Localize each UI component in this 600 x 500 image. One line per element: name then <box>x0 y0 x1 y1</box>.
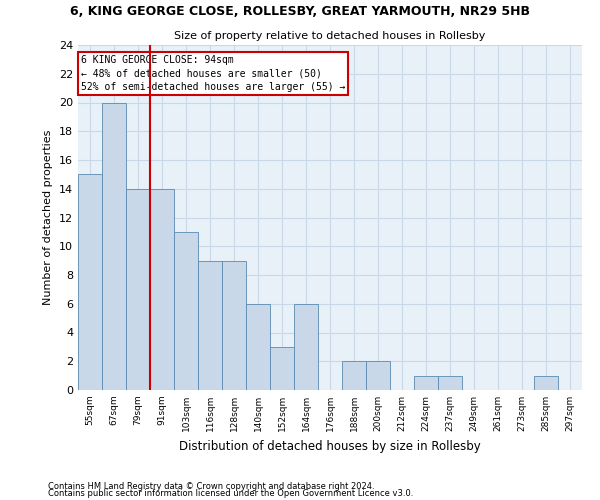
Bar <box>78 174 102 390</box>
Bar <box>342 361 366 390</box>
Bar <box>198 260 222 390</box>
Text: 6 KING GEORGE CLOSE: 94sqm
← 48% of detached houses are smaller (50)
52% of semi: 6 KING GEORGE CLOSE: 94sqm ← 48% of deta… <box>80 56 345 92</box>
Bar <box>246 304 270 390</box>
X-axis label: Distribution of detached houses by size in Rollesby: Distribution of detached houses by size … <box>179 440 481 452</box>
Bar <box>438 376 462 390</box>
Bar <box>294 304 318 390</box>
Bar <box>414 376 438 390</box>
Bar <box>126 188 150 390</box>
Title: Size of property relative to detached houses in Rollesby: Size of property relative to detached ho… <box>175 32 485 42</box>
Bar <box>150 188 174 390</box>
Text: Contains public sector information licensed under the Open Government Licence v3: Contains public sector information licen… <box>48 489 413 498</box>
Text: Contains HM Land Registry data © Crown copyright and database right 2024.: Contains HM Land Registry data © Crown c… <box>48 482 374 491</box>
Y-axis label: Number of detached properties: Number of detached properties <box>43 130 53 305</box>
Bar <box>270 347 294 390</box>
Text: 6, KING GEORGE CLOSE, ROLLESBY, GREAT YARMOUTH, NR29 5HB: 6, KING GEORGE CLOSE, ROLLESBY, GREAT YA… <box>70 5 530 18</box>
Bar <box>174 232 198 390</box>
Bar <box>102 102 126 390</box>
Bar <box>534 376 558 390</box>
Bar <box>366 361 390 390</box>
Bar <box>222 260 246 390</box>
